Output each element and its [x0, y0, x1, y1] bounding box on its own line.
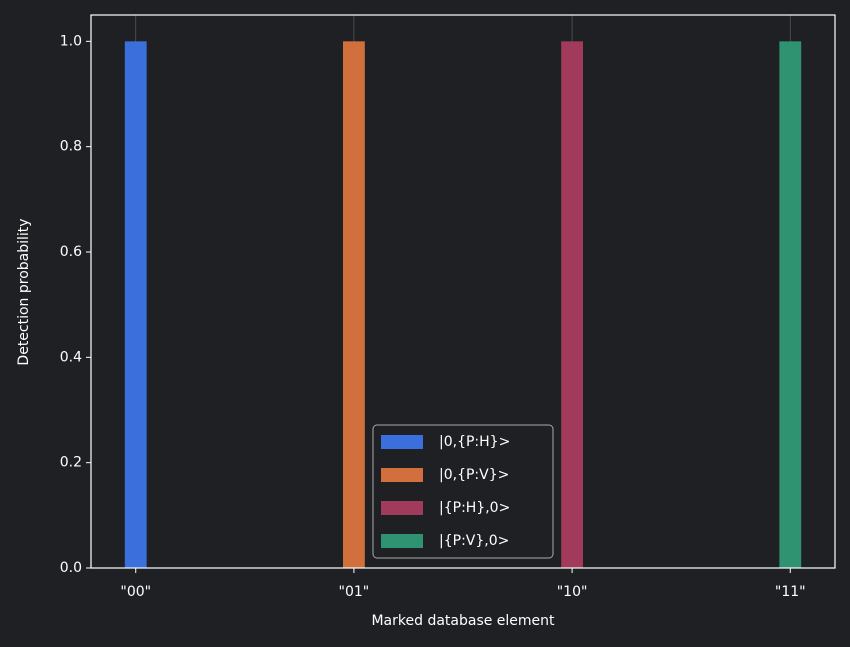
y-tick-label: 0.0 — [60, 560, 82, 576]
x-tick-label: "01" — [339, 584, 370, 600]
y-axis-label: Detection probability — [16, 218, 32, 365]
y-tick-label: 0.8 — [60, 139, 82, 155]
legend-swatch — [381, 501, 423, 515]
legend-label: |{P:V},0> — [439, 533, 509, 549]
bar — [124, 41, 147, 569]
bar — [343, 41, 365, 569]
legend-frame — [372, 424, 554, 559]
y-tick-label: 1.0 — [60, 33, 82, 49]
x-tick-label: "00" — [120, 584, 151, 600]
legend-label: |0,{P:V}> — [439, 467, 509, 483]
legend-label: |0,{P:H}> — [439, 434, 510, 450]
legend-swatch — [381, 435, 423, 449]
y-tick-label: 0.6 — [60, 244, 82, 260]
legend-label: |{P:H},0> — [439, 500, 510, 516]
x-tick-label: "11" — [775, 584, 806, 600]
legend: |0,{P:H}> |0,{P:V}> |{P:H},0> |{P:V},0> — [372, 424, 554, 559]
legend-swatch — [381, 534, 423, 548]
x-axis-label: Marked database element — [371, 613, 555, 629]
y-tick-label: 0.4 — [60, 349, 82, 365]
bar — [779, 41, 802, 569]
plot-frame — [90, 14, 836, 569]
bar — [561, 41, 583, 569]
x-tick-label: "10" — [557, 584, 588, 600]
legend-swatch — [381, 468, 423, 482]
y-tick-label: 0.2 — [60, 455, 82, 471]
